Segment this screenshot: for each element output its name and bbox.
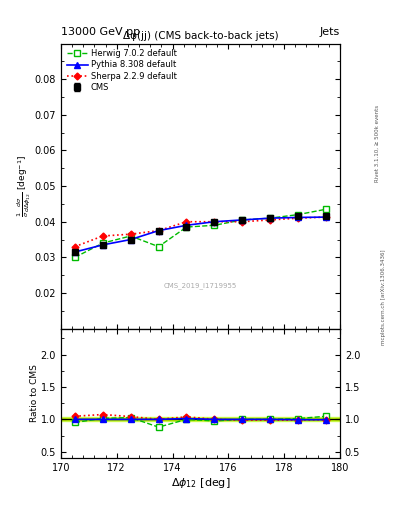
Sherpa 2.2.9 default <box>324 214 329 220</box>
X-axis label: $\Delta\phi_{12}$ [deg]: $\Delta\phi_{12}$ [deg] <box>171 476 230 490</box>
Pythia 8.308 default <box>296 215 301 221</box>
Sherpa 2.2.9 default <box>212 219 217 225</box>
Herwig 7.0.2 default <box>296 211 301 218</box>
Line: Herwig 7.0.2 default: Herwig 7.0.2 default <box>72 206 329 260</box>
Herwig 7.0.2 default <box>212 222 217 228</box>
Y-axis label: Ratio to CMS: Ratio to CMS <box>30 365 39 422</box>
Sherpa 2.2.9 default <box>296 215 301 221</box>
Pythia 8.308 default <box>156 227 161 233</box>
Sherpa 2.2.9 default <box>101 233 105 239</box>
Y-axis label: $\frac{1}{\sigma}\frac{d\sigma}{d\Delta\phi_{12}}$ [deg$^{-1}$]: $\frac{1}{\sigma}\frac{d\sigma}{d\Delta\… <box>16 155 33 217</box>
Title: Δφ(jj) (CMS back-to-back jets): Δφ(jj) (CMS back-to-back jets) <box>123 31 278 41</box>
Line: Pythia 8.308 default: Pythia 8.308 default <box>72 215 329 255</box>
Sherpa 2.2.9 default <box>240 219 245 225</box>
Herwig 7.0.2 default <box>73 254 77 261</box>
Line: Sherpa 2.2.9 default: Sherpa 2.2.9 default <box>72 215 329 249</box>
Sherpa 2.2.9 default <box>184 219 189 225</box>
Sherpa 2.2.9 default <box>73 244 77 250</box>
Herwig 7.0.2 default <box>101 240 105 246</box>
Pythia 8.308 default <box>184 222 189 228</box>
Sherpa 2.2.9 default <box>156 227 161 233</box>
Pythia 8.308 default <box>324 214 329 220</box>
Sherpa 2.2.9 default <box>268 217 273 223</box>
Pythia 8.308 default <box>101 242 105 248</box>
Pythia 8.308 default <box>240 217 245 223</box>
Legend: Herwig 7.0.2 default, Pythia 8.308 default, Sherpa 2.2.9 default, CMS: Herwig 7.0.2 default, Pythia 8.308 defau… <box>65 48 178 93</box>
Bar <box>61 418 340 420</box>
Text: 13000 GeV pp: 13000 GeV pp <box>61 27 140 37</box>
Text: Jets: Jets <box>320 27 340 37</box>
Herwig 7.0.2 default <box>156 244 161 250</box>
Pythia 8.308 default <box>73 249 77 255</box>
Text: mcplots.cern.ch [arXiv:1306.3436]: mcplots.cern.ch [arXiv:1306.3436] <box>381 249 386 345</box>
Pythia 8.308 default <box>268 215 273 221</box>
Pythia 8.308 default <box>212 219 217 225</box>
Sherpa 2.2.9 default <box>129 231 133 237</box>
Herwig 7.0.2 default <box>268 215 273 221</box>
Herwig 7.0.2 default <box>240 217 245 223</box>
Bar <box>61 417 340 421</box>
Herwig 7.0.2 default <box>324 206 329 212</box>
Pythia 8.308 default <box>129 237 133 243</box>
Text: Rivet 3.1.10, ≥ 500k events: Rivet 3.1.10, ≥ 500k events <box>375 105 380 182</box>
Herwig 7.0.2 default <box>184 224 189 230</box>
Text: CMS_2019_I1719955: CMS_2019_I1719955 <box>164 283 237 289</box>
Herwig 7.0.2 default <box>129 233 133 239</box>
